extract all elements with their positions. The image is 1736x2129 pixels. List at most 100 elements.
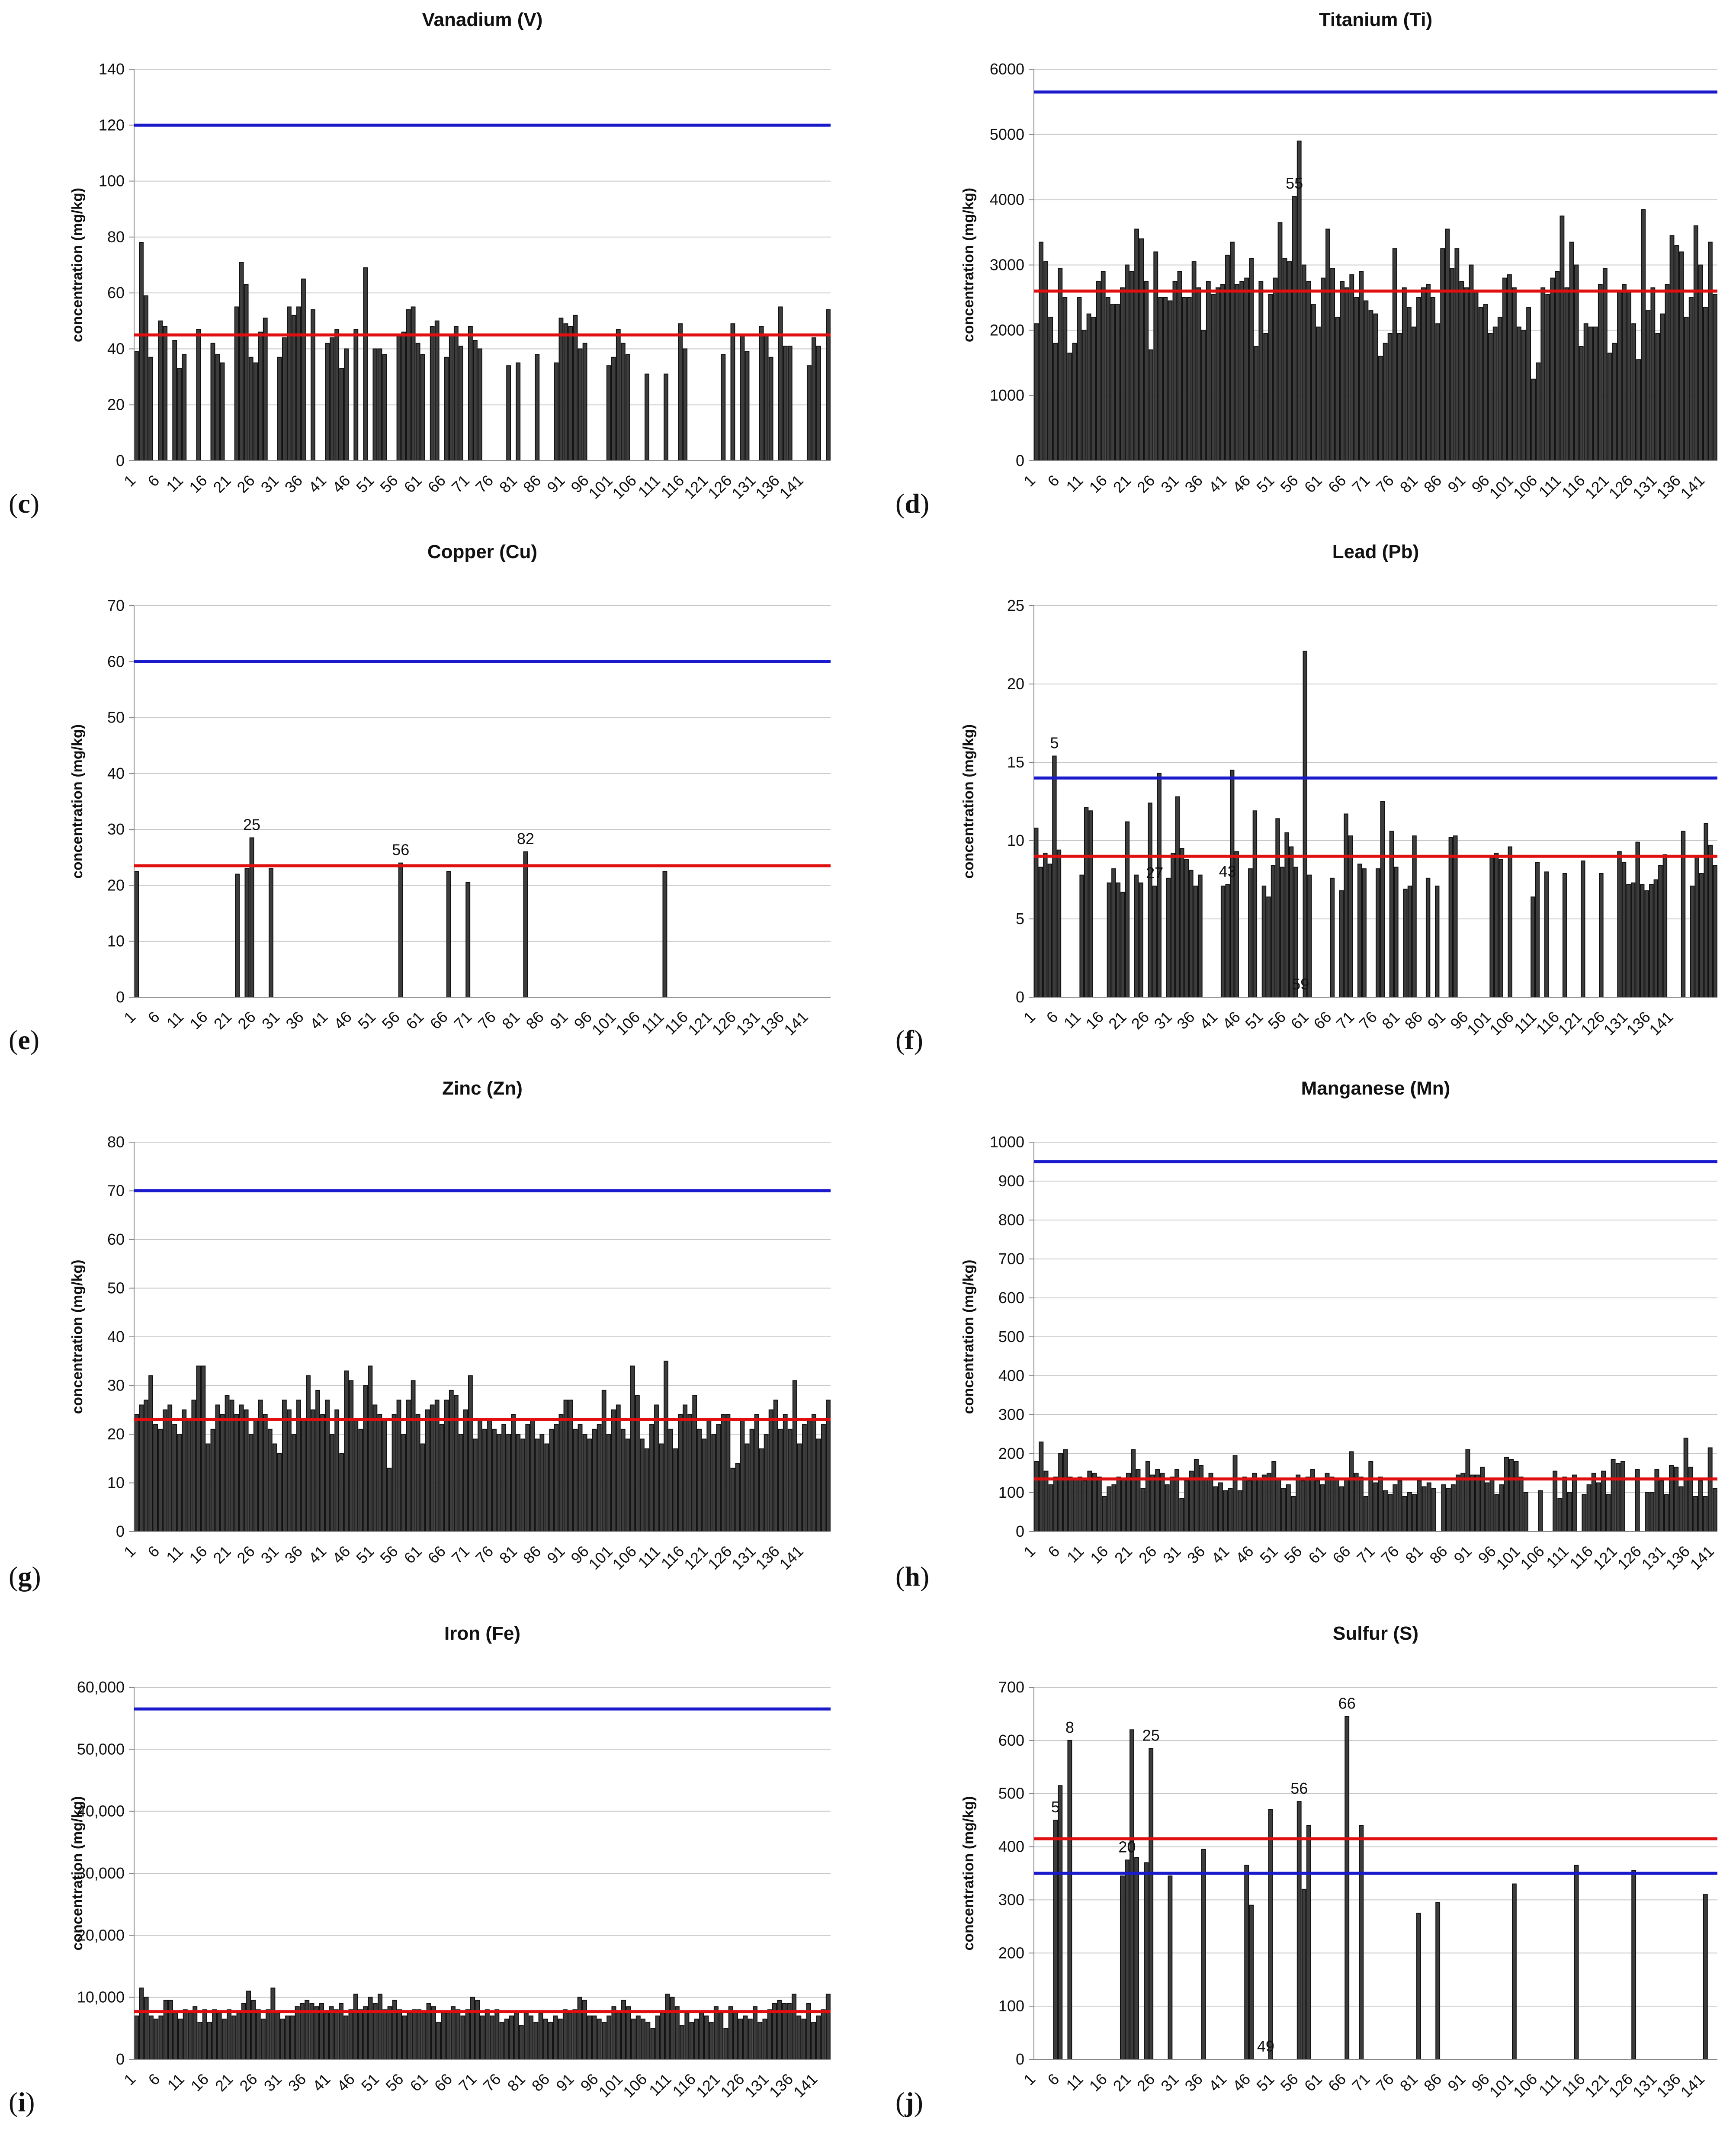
bar [1038, 867, 1043, 998]
x-tick-label: 141 [790, 2070, 821, 2101]
bar [1254, 346, 1259, 462]
bar [430, 326, 435, 461]
y-tick-label: 50 [107, 1279, 125, 1297]
bar [324, 2012, 329, 2060]
bar [777, 2000, 782, 2060]
bar [826, 309, 831, 462]
bar [1627, 290, 1632, 461]
bar [256, 2009, 261, 2060]
bar [1184, 859, 1189, 998]
bar [470, 1997, 475, 2060]
bar [431, 2006, 436, 2060]
bar [1494, 1494, 1499, 1532]
y-tick-label: 20 [107, 396, 125, 414]
bar [1196, 287, 1201, 462]
chart-panel-c: Vanadium (V) 0 20 40 60 80 100 120 140 concentrat… [9, 9, 831, 519]
bar [487, 1419, 492, 1532]
x-tick-label: 66 [1310, 1008, 1335, 1033]
bar [1421, 287, 1426, 462]
bar [597, 2018, 602, 2060]
x-tick-label: 21 [209, 472, 234, 496]
bar [678, 323, 683, 461]
bar [1470, 1474, 1475, 1532]
bar [1620, 1461, 1625, 1532]
x-tick-label: 31 [1157, 2070, 1182, 2095]
bar [1067, 353, 1072, 461]
bar [558, 2018, 563, 2060]
bar [411, 1380, 416, 1532]
bar [1358, 1477, 1364, 1532]
y-tick-label: 0 [1016, 988, 1024, 1006]
bar [353, 1419, 359, 1532]
x-tick-label: 26 [234, 472, 258, 496]
x-tick-label: 41 [1196, 1008, 1221, 1033]
bar [320, 1414, 325, 1532]
x-tick-label: 86 [1426, 1542, 1450, 1567]
bar [631, 2018, 636, 2060]
bar [740, 1419, 745, 1532]
bar [802, 1424, 807, 1532]
bar [523, 851, 528, 998]
bar [430, 1404, 435, 1532]
bar [764, 1434, 769, 1532]
bar [1574, 264, 1579, 461]
bar [1402, 1496, 1407, 1532]
x-tick-label: 111 [1535, 472, 1565, 501]
x-tick-label: 81 [496, 1542, 520, 1567]
bar [492, 1429, 497, 1532]
x-tick-label: 91 [1444, 472, 1469, 496]
bar [215, 1404, 220, 1532]
x-tick-label: 51 [353, 1542, 377, 1567]
bar [391, 1414, 397, 1532]
panel-letter: (i) [9, 2087, 35, 2117]
bar [1588, 326, 1593, 462]
bar [548, 2022, 553, 2060]
y-axis-label: concentration (mg/kg) [69, 188, 86, 342]
bar [1148, 803, 1152, 998]
bar [446, 2012, 451, 2060]
bar [1320, 1484, 1325, 1532]
x-tick-label: 36 [1173, 1008, 1198, 1033]
bar [1144, 1862, 1149, 2060]
x-tick-label: 61 [1287, 1008, 1312, 1033]
x-tick-label: 141 [780, 1008, 811, 1039]
bar [1168, 1875, 1173, 2060]
bar [269, 868, 273, 998]
bar [1531, 896, 1535, 998]
y-tick-label: 40 [107, 764, 125, 782]
bar [620, 343, 626, 461]
bar [1120, 1875, 1125, 2060]
bar [382, 1419, 387, 1532]
y-tick-label: 500 [998, 1328, 1024, 1345]
bar [1344, 1478, 1349, 1532]
bar [263, 318, 268, 461]
y-tick-label: 25 [1007, 597, 1024, 614]
bar [344, 348, 349, 462]
x-tick-label: 46 [1219, 1008, 1244, 1033]
bar-annotation: 56 [1290, 1779, 1308, 1797]
bar [1425, 877, 1431, 998]
panel-letter: (e) [9, 1024, 39, 1055]
bar [683, 1404, 688, 1532]
bar [1102, 1496, 1107, 1532]
bar [1550, 277, 1555, 462]
bar [1034, 323, 1039, 461]
x-tick-label: 1 [1020, 1008, 1039, 1027]
x-tick-label: 1 [1020, 2070, 1039, 2089]
bar [744, 1443, 750, 1532]
bar [1237, 1490, 1242, 1532]
bar [511, 1414, 516, 1532]
x-tick-label: 6 [1044, 1542, 1063, 1561]
bar [382, 354, 387, 461]
bar [1077, 297, 1082, 462]
bar [1649, 884, 1654, 998]
bar [1081, 330, 1087, 461]
bar [1111, 868, 1116, 998]
bar [706, 1419, 712, 1532]
bar [134, 351, 139, 462]
x-tick-label: 141 [776, 1542, 807, 1573]
bar [1096, 281, 1101, 461]
bar [1134, 874, 1139, 998]
bar [1655, 333, 1660, 461]
bar [1598, 284, 1603, 461]
